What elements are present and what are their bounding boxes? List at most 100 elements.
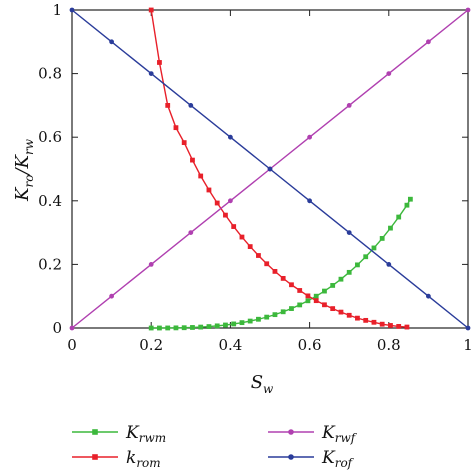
data-point	[256, 253, 261, 258]
data-point	[371, 319, 377, 325]
data-point	[396, 214, 402, 220]
legend-item-rom: krom	[72, 448, 161, 470]
data-point	[305, 293, 311, 299]
legend-label: Krof	[321, 448, 355, 470]
y-tick-label: 0.2	[38, 255, 62, 273]
data-point	[289, 306, 294, 311]
data-point	[426, 39, 431, 45]
data-point	[239, 234, 245, 240]
data-point	[190, 325, 195, 330]
axis-ticks: 0 0.2 0.4 0.6 0.8 1 0 0.2 0.4 0.6 0.8 1	[38, 1, 473, 354]
data-point	[231, 224, 237, 229]
series-rof	[69, 7, 471, 331]
data-point	[190, 157, 195, 163]
data-point	[307, 198, 312, 204]
data-point	[256, 316, 261, 322]
data-point	[267, 166, 273, 172]
data-point	[69, 7, 75, 13]
data-point	[313, 298, 319, 304]
x-tick-label: 0.8	[377, 336, 401, 354]
data-point	[264, 261, 270, 267]
data-point	[173, 125, 179, 131]
data-point	[338, 309, 344, 315]
data-point	[148, 71, 154, 76]
y-tick-label: 0	[52, 319, 62, 337]
data-point	[206, 324, 212, 329]
data-point	[165, 103, 171, 108]
data-point	[426, 293, 431, 299]
data-point	[322, 302, 327, 308]
data-point	[404, 324, 410, 330]
series-lines	[69, 7, 471, 331]
data-point	[181, 325, 187, 331]
data-point	[288, 429, 294, 435]
data-point	[305, 298, 311, 304]
data-point	[247, 244, 253, 249]
data-point	[297, 288, 303, 293]
data-point	[346, 269, 352, 275]
data-point	[109, 293, 114, 299]
data-point	[407, 196, 413, 202]
y-tick-label: 1	[52, 1, 62, 19]
data-point	[465, 325, 471, 331]
data-point	[371, 245, 377, 251]
data-point	[280, 309, 286, 315]
legend: Krwm krom Krwf Krof	[72, 423, 358, 470]
legend-item-rwf: Krwf	[268, 423, 358, 445]
data-point	[272, 268, 278, 274]
data-point	[181, 140, 187, 146]
legend-item-rof: Krof	[268, 448, 355, 470]
data-point	[173, 325, 179, 331]
data-point	[465, 7, 471, 13]
data-point	[247, 318, 253, 324]
data-point	[157, 325, 162, 331]
data-point	[92, 429, 98, 435]
data-point	[272, 312, 278, 318]
data-point	[330, 306, 336, 312]
series-line	[151, 198, 411, 329]
data-point	[388, 225, 393, 231]
data-point	[338, 276, 344, 282]
data-point	[231, 321, 237, 327]
data-point	[228, 134, 233, 140]
data-point	[346, 312, 352, 318]
data-point	[379, 236, 385, 241]
data-point	[214, 323, 220, 329]
data-point	[346, 230, 352, 236]
data-point	[322, 288, 327, 294]
x-tick-label: 0	[67, 336, 77, 354]
data-point	[363, 254, 369, 260]
data-point	[223, 212, 228, 218]
data-point	[388, 323, 393, 328]
x-tick-label: 0.6	[298, 336, 322, 354]
data-point	[92, 454, 98, 460]
data-point	[206, 187, 212, 193]
data-point	[313, 293, 319, 299]
data-point	[264, 314, 270, 320]
data-point	[198, 173, 204, 179]
y-tick-label: 0.6	[38, 128, 62, 146]
data-point	[148, 325, 154, 331]
data-point	[214, 200, 220, 206]
data-point	[280, 275, 286, 281]
data-point	[188, 103, 194, 108]
legend-label: krom	[126, 448, 161, 470]
data-point	[223, 322, 228, 328]
data-point	[157, 60, 162, 65]
legend-label: Krwf	[321, 423, 358, 445]
series-rom	[148, 7, 410, 330]
data-point	[363, 317, 369, 323]
y-tick-label: 0.8	[38, 65, 62, 83]
data-point	[297, 302, 303, 308]
data-point	[148, 262, 154, 267]
data-point	[355, 262, 360, 268]
plot-frame	[71, 9, 469, 329]
plot-border	[71, 9, 469, 329]
data-point	[228, 198, 233, 204]
series-line	[150, 9, 407, 328]
legend-item-rwm: Krwm	[72, 423, 166, 445]
data-point	[289, 282, 294, 288]
series-rwm	[148, 196, 413, 331]
y-axis-title: Kro/Krw	[12, 138, 36, 202]
